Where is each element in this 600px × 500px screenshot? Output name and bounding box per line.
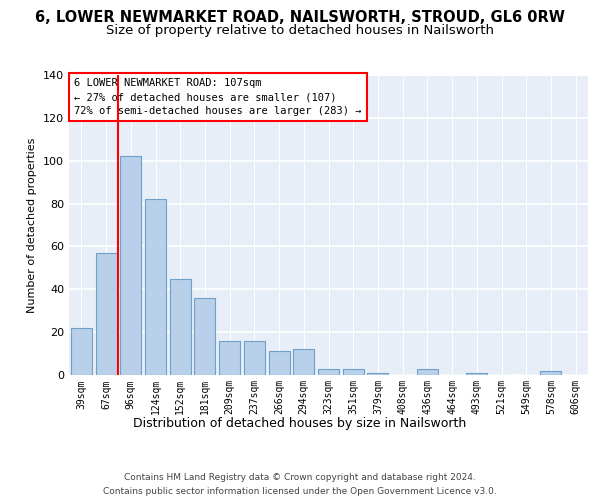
Bar	[417, 368, 438, 375]
Bar	[343, 368, 364, 375]
Bar	[269, 352, 290, 375]
Bar	[71, 328, 92, 375]
Text: 6, LOWER NEWMARKET ROAD, NAILSWORTH, STROUD, GL6 0RW: 6, LOWER NEWMARKET ROAD, NAILSWORTH, STR…	[35, 10, 565, 25]
Bar	[120, 156, 141, 375]
Text: Contains HM Land Registry data © Crown copyright and database right 2024.: Contains HM Land Registry data © Crown c…	[124, 472, 476, 482]
Bar	[170, 278, 191, 375]
Bar	[318, 368, 339, 375]
Bar	[244, 340, 265, 375]
Bar	[95, 253, 116, 375]
Text: Size of property relative to detached houses in Nailsworth: Size of property relative to detached ho…	[106, 24, 494, 37]
Bar	[293, 350, 314, 375]
Y-axis label: Number of detached properties: Number of detached properties	[28, 138, 37, 312]
Bar	[219, 340, 240, 375]
Bar	[367, 373, 388, 375]
Bar	[466, 373, 487, 375]
Bar	[194, 298, 215, 375]
Text: Distribution of detached houses by size in Nailsworth: Distribution of detached houses by size …	[133, 418, 467, 430]
Text: Contains public sector information licensed under the Open Government Licence v3: Contains public sector information licen…	[103, 488, 497, 496]
Text: 6 LOWER NEWMARKET ROAD: 107sqm
← 27% of detached houses are smaller (107)
72% of: 6 LOWER NEWMARKET ROAD: 107sqm ← 27% of …	[74, 78, 362, 116]
Bar	[145, 200, 166, 375]
Bar	[541, 370, 562, 375]
